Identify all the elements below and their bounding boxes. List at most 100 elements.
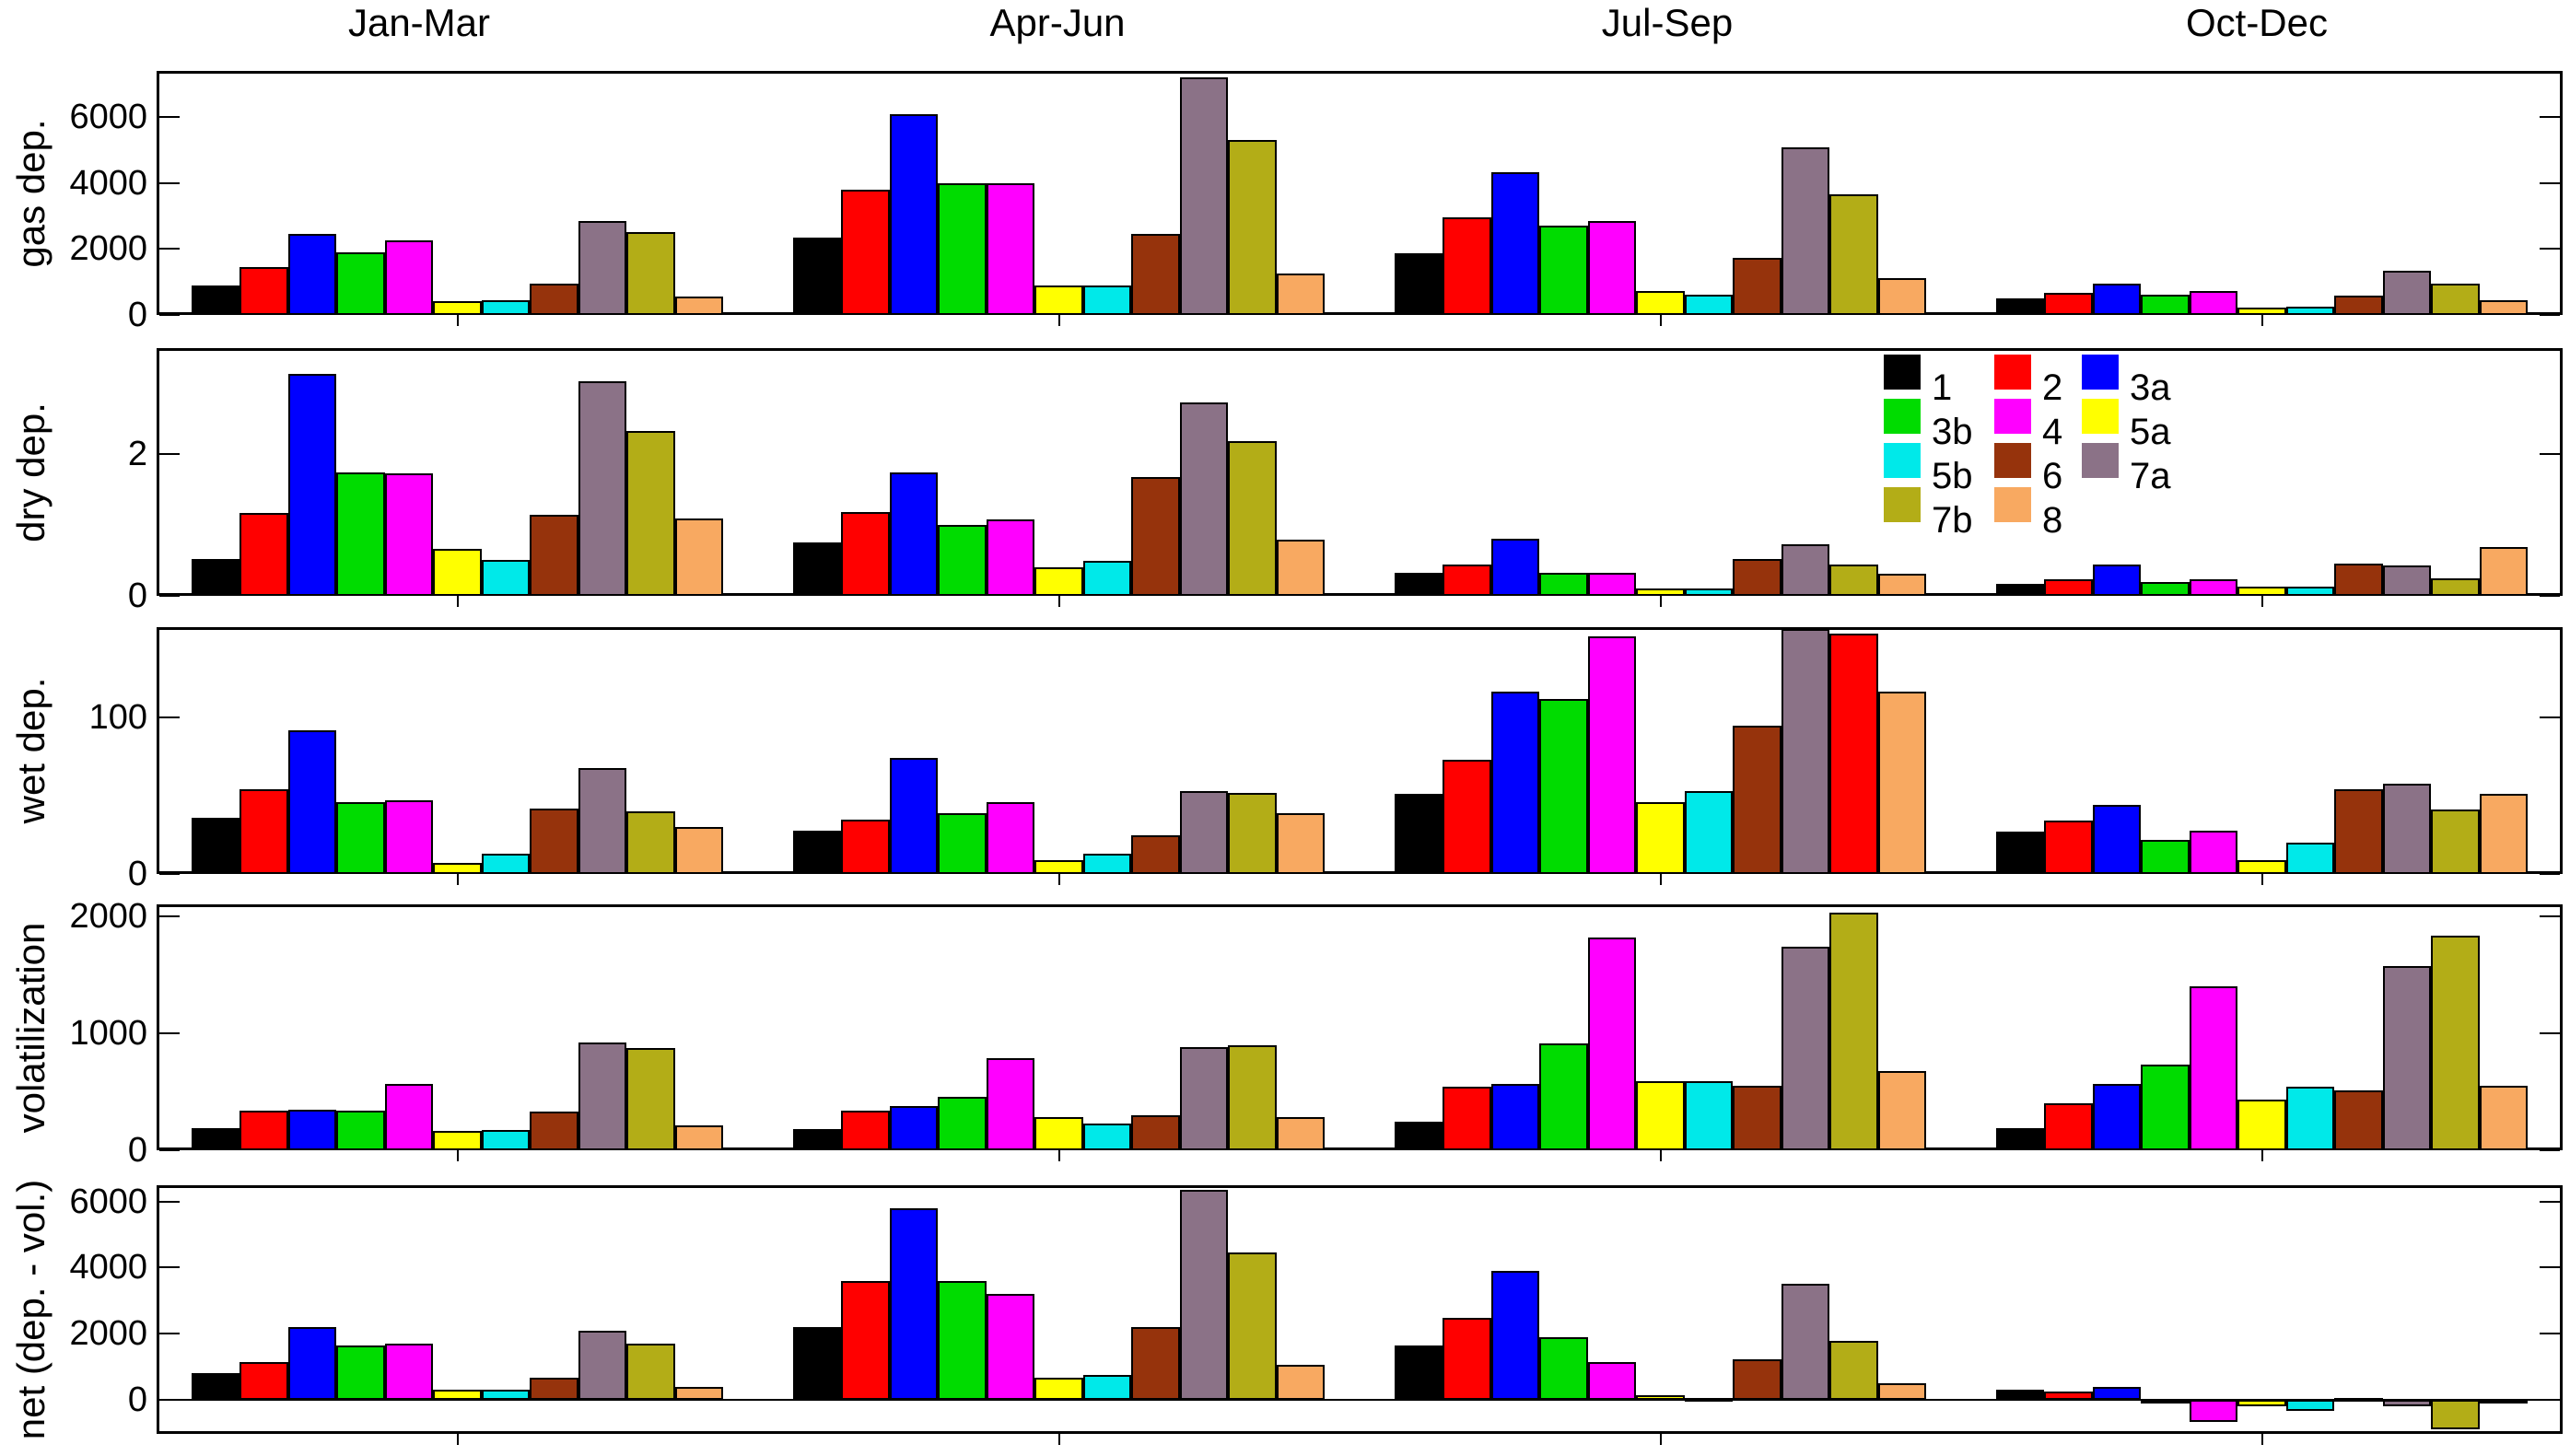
right-tick-gas-dep-6000 [2540, 116, 2560, 119]
bar-dry-dep-jan-mar-3b [336, 472, 385, 596]
bar-net-dep-vol-oct-dec-3a [2092, 1387, 2142, 1401]
bar-gas-dep-oct-dec-6 [2334, 296, 2383, 315]
bar-dry-dep-apr-jun-7a [1179, 402, 1229, 596]
bar-wet-dep-oct-dec-7a [2382, 783, 2432, 874]
bar-net-dep-vol-oct-dec-7a [2382, 1400, 2432, 1407]
bar-gas-dep-apr-jun-8 [1276, 274, 1326, 315]
legend-label-7a: 7a [2130, 456, 2171, 496]
bar-volatilization-jan-mar-6 [530, 1112, 578, 1150]
bar-dry-dep-jul-sep-3a [1490, 538, 1540, 596]
bar-net-dep-vol-apr-jun-2 [841, 1281, 890, 1400]
legend-swatch-5b [1884, 443, 1921, 478]
bar-dry-dep-apr-jun-3b [938, 525, 987, 596]
bar-wet-dep-apr-jun-7a [1179, 791, 1229, 874]
bar-wet-dep-jan-mar-5b [481, 853, 531, 874]
right-tick-net-dep-vol-2000 [2540, 1333, 2560, 1335]
bar-volatilization-apr-jun-6 [1131, 1114, 1180, 1150]
bar-gas-dep-jul-sep-1 [1394, 252, 1443, 315]
bar-dry-dep-jan-mar-7a [578, 381, 627, 596]
column-title-oct-dec: Oct-Dec [2185, 1, 2328, 44]
x-tick-net-dep-vol-jan-mar [456, 1434, 459, 1445]
bar-gas-dep-oct-dec-1 [1995, 298, 2045, 315]
legend-label-4: 4 [2042, 412, 2063, 452]
x-tick-volatilization-jul-sep [1659, 1150, 1662, 1161]
bar-wet-dep-jul-sep-3a [1490, 691, 1540, 874]
left-tick-gas-dep-0 [159, 314, 180, 316]
bar-dry-dep-apr-jun-6 [1131, 476, 1180, 596]
legend-swatch-6 [1994, 443, 2031, 478]
bar-dry-dep-jul-sep-5b [1684, 588, 1734, 596]
bar-volatilization-jul-sep-7b [1829, 912, 1878, 1150]
bar-volatilization-jan-mar-7a [578, 1042, 627, 1150]
bar-gas-dep-apr-jun-4 [986, 182, 1035, 315]
bar-wet-dep-jul-sep-7b [1829, 633, 1878, 874]
bar-gas-dep-jan-mar-5b [481, 299, 531, 315]
bar-wet-dep-apr-jun-5a [1034, 859, 1083, 874]
x-tick-gas-dep-oct-dec [2260, 315, 2263, 326]
bar-gas-dep-jul-sep-5b [1684, 294, 1734, 315]
bar-net-dep-vol-jul-sep-2 [1443, 1318, 1491, 1400]
bar-gas-dep-apr-jun-6 [1131, 234, 1180, 315]
bar-wet-dep-apr-jun-2 [841, 819, 890, 874]
bar-net-dep-vol-oct-dec-4 [2189, 1400, 2238, 1423]
x-tick-wet-dep-jan-mar [456, 874, 459, 885]
bar-gas-dep-oct-dec-3b [2141, 295, 2190, 315]
bar-wet-dep-jan-mar-5a [433, 863, 482, 874]
bar-wet-dep-oct-dec-8 [2479, 794, 2529, 874]
bar-gas-dep-jan-mar-7a [578, 220, 627, 315]
bar-gas-dep-apr-jun-5b [1082, 285, 1132, 315]
y-tick-label-volatilization-0: 0 [127, 1131, 147, 1170]
left-tick-wet-dep-0 [159, 873, 180, 875]
bar-gas-dep-oct-dec-2 [2044, 293, 2093, 315]
legend-swatch-8 [1994, 487, 2031, 522]
bar-volatilization-oct-dec-1 [1995, 1127, 2045, 1150]
bar-gas-dep-jul-sep-7b [1829, 193, 1878, 315]
bar-volatilization-jan-mar-5b [481, 1130, 531, 1150]
legend-swatch-4 [1994, 399, 2031, 434]
legend-label-5b: 5b [1932, 456, 1973, 496]
zero-line-net-dep-vol [159, 1399, 2560, 1402]
bar-gas-dep-oct-dec-8 [2479, 300, 2529, 315]
legend-swatch-7a [2082, 443, 2119, 478]
bar-net-dep-vol-oct-dec-2 [2044, 1392, 2093, 1400]
bar-net-dep-vol-jul-sep-5a [1636, 1394, 1685, 1400]
x-tick-gas-dep-apr-jun [1057, 315, 1060, 326]
bar-wet-dep-oct-dec-6 [2334, 789, 2383, 874]
bar-wet-dep-jan-mar-8 [674, 827, 724, 874]
column-title-apr-jun: Apr-Jun [989, 1, 1126, 44]
bar-wet-dep-oct-dec-3a [2092, 805, 2142, 874]
bar-gas-dep-apr-jun-1 [792, 237, 842, 315]
bar-wet-dep-apr-jun-8 [1276, 812, 1326, 874]
bar-volatilization-oct-dec-3b [2141, 1065, 2190, 1150]
bar-dry-dep-oct-dec-1 [1995, 583, 2045, 596]
x-tick-gas-dep-jul-sep [1659, 315, 1662, 326]
right-tick-net-dep-vol-4000 [2540, 1266, 2560, 1269]
bar-dry-dep-jan-mar-2 [239, 513, 288, 596]
bar-net-dep-vol-apr-jun-6 [1131, 1327, 1180, 1400]
bar-wet-dep-apr-jun-5b [1082, 853, 1132, 874]
bar-volatilization-apr-jun-7b [1228, 1044, 1277, 1150]
bar-dry-dep-jan-mar-3a [287, 374, 337, 596]
legend-swatch-1 [1884, 355, 1921, 390]
x-tick-net-dep-vol-oct-dec [2260, 1434, 2263, 1445]
bar-dry-dep-jul-sep-1 [1394, 572, 1443, 596]
bar-dry-dep-apr-jun-2 [841, 512, 890, 596]
bar-wet-dep-apr-jun-1 [792, 830, 842, 874]
right-tick-dry-dep-2 [2540, 453, 2560, 456]
bar-net-dep-vol-apr-jun-5a [1034, 1377, 1083, 1400]
bar-net-dep-vol-apr-jun-4 [986, 1294, 1035, 1401]
legend-swatch-7b [1884, 487, 1921, 522]
x-tick-volatilization-apr-jun [1057, 1150, 1060, 1161]
bar-wet-dep-jan-mar-1 [191, 817, 240, 874]
bar-gas-dep-oct-dec-3a [2092, 283, 2142, 315]
bar-dry-dep-apr-jun-5a [1034, 567, 1083, 596]
bar-volatilization-jul-sep-5b [1684, 1080, 1734, 1150]
right-tick-gas-dep-0 [2540, 314, 2560, 316]
bar-dry-dep-apr-jun-1 [792, 542, 842, 596]
bar-volatilization-apr-jun-7a [1179, 1047, 1229, 1150]
bar-dry-dep-jul-sep-3b [1539, 573, 1588, 596]
right-tick-gas-dep-2000 [2540, 248, 2560, 250]
left-tick-volatilization-1000 [159, 1031, 180, 1034]
left-tick-volatilization-0 [159, 1149, 180, 1151]
bar-volatilization-oct-dec-7b [2431, 936, 2480, 1150]
